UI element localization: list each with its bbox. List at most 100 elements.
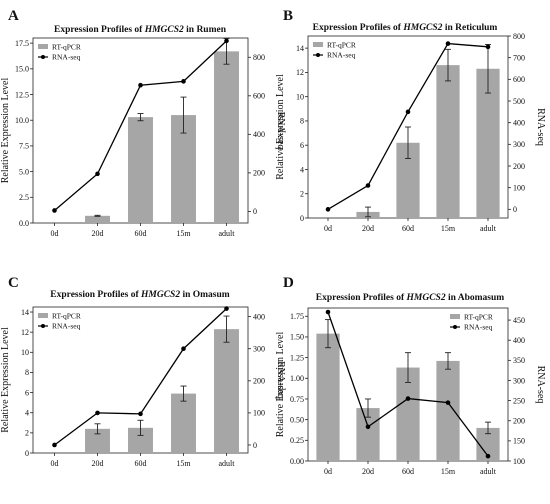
y2-tick-label: 100 (513, 457, 525, 466)
legend-swatch-bar (313, 42, 323, 47)
y-tick-label: 0.50 (290, 415, 304, 424)
y2-tick-label: 350 (513, 356, 525, 365)
bar (214, 51, 239, 223)
y-tick-label: 0 (25, 449, 29, 458)
y2-tick-label: 200 (253, 377, 265, 386)
title-suffix: in Omasum (180, 290, 230, 300)
line-point (445, 400, 451, 405)
y2-tick-label: 400 (513, 336, 525, 345)
y-axis-label: Relative Expression Level (275, 74, 286, 180)
panel-d: D Expression Profiles of HMGCS2 in Abomas… (275, 275, 546, 476)
y-tick-label: 0.00 (290, 457, 304, 466)
bar (128, 117, 153, 223)
x-tick-label: adult (480, 224, 497, 233)
y2-axis-label: RNA-seq (535, 366, 546, 404)
chart-title: Expression Profiles of HMGCS2 in Rumen (54, 25, 227, 35)
x-tick-label: adult (480, 467, 497, 476)
x-tick-label: 20d (362, 467, 374, 476)
panel-a: A Expression Profiles of HMGCS2 in Rumen 0… (0, 8, 286, 238)
y-tick-label: 14 (21, 308, 29, 317)
bar (396, 142, 420, 218)
chart-title: Expression Profiles of HMGCS2 in Abomasu… (316, 293, 504, 303)
line-point (325, 207, 331, 212)
line-point (325, 309, 331, 315)
y-tick-label: 1.50 (290, 333, 304, 342)
y-tick-label: 1.00 (290, 374, 304, 383)
legend-swatch-point (41, 55, 45, 59)
legend-swatch-bar (450, 314, 460, 319)
line-point (181, 79, 186, 84)
line-point (365, 183, 371, 188)
legend-label-line: RNA-seq (52, 53, 81, 62)
y2-tick-label: 200 (513, 162, 525, 171)
y-tick-label: 14 (296, 44, 304, 53)
line-point (365, 424, 371, 430)
line-point (224, 38, 229, 44)
legend-label-bar: RT-qPCR (464, 313, 493, 322)
chart-title: Expression Profiles of HMGCS2 in Reticul… (313, 23, 498, 33)
title-gene: HMGCS2 (406, 293, 446, 303)
legend-swatch-bar (38, 313, 48, 318)
y2-tick-label: 300 (513, 376, 525, 385)
y2-tick-label: 100 (253, 409, 265, 418)
title-prefix: Expression Profiles of (313, 23, 404, 33)
y-tick-label: 1.25 (290, 353, 304, 362)
title-prefix: Expression Profiles of (316, 293, 407, 303)
y-tick-label: 2.5 (19, 193, 29, 202)
y-tick-label: 7.5 (19, 142, 29, 151)
bar (396, 367, 420, 461)
bar (85, 215, 110, 223)
line-point (52, 442, 57, 448)
y-axis-label: Relative Expression Level (0, 78, 11, 184)
y-tick-label: 12 (296, 68, 304, 77)
x-tick-label: 20d (362, 224, 374, 233)
x-tick-label: 20d (92, 229, 104, 238)
title-prefix: Expression Profiles of (54, 25, 145, 35)
y2-axis-label: RNA-seq (535, 108, 546, 146)
bar (436, 360, 460, 461)
legend-label-line: RNA-seq (52, 322, 81, 331)
y2-tick-label: 0 (253, 441, 257, 450)
bar (171, 393, 196, 453)
y-tick-label: 2 (25, 429, 29, 438)
y-axis-label: Relative Expression Level (0, 327, 11, 433)
y-axis-label: Relative Expression Level (275, 332, 286, 438)
x-tick-label: 20d (92, 459, 104, 468)
legend-label-line: RNA-seq (327, 51, 356, 60)
x-tick-label: 15m (441, 224, 456, 233)
x-tick-label: 0d (324, 224, 332, 233)
bar (214, 329, 239, 453)
y-tick-label: 6 (25, 388, 29, 397)
legend-label-bar: RT-qPCR (327, 41, 356, 50)
y-tick-label: 10 (296, 92, 304, 101)
y2-tick-label: 400 (513, 118, 525, 127)
y-tick-label: 15.0 (15, 65, 29, 74)
title-suffix: in Rumen (184, 25, 227, 35)
title-gene: HMGCS2 (402, 23, 442, 33)
legend-swatch-point (316, 53, 320, 57)
panel-letter: D (283, 275, 294, 291)
panel-letter: B (283, 8, 293, 24)
x-tick-label: 0d (51, 459, 59, 468)
line-point (405, 109, 411, 115)
line-point (95, 171, 100, 177)
panel-letter: A (8, 8, 19, 24)
y-tick-label: 0.0 (19, 219, 29, 228)
panel-letter: C (8, 275, 19, 291)
y2-tick-label: 800 (513, 32, 525, 41)
line-point (181, 346, 186, 352)
panel-b: B Expression Profiles of HMGCS2 in Reticu… (275, 8, 546, 233)
y-tick-label: 8 (25, 368, 29, 377)
line-point (485, 453, 491, 459)
y2-tick-label: 400 (253, 130, 265, 139)
y2-tick-label: 150 (513, 437, 525, 446)
line-point (138, 82, 143, 88)
y-tick-label: 4 (300, 165, 304, 174)
y-tick-label: 10 (21, 348, 29, 357)
line-point (95, 410, 100, 416)
y-tick-label: 10.0 (15, 116, 29, 125)
